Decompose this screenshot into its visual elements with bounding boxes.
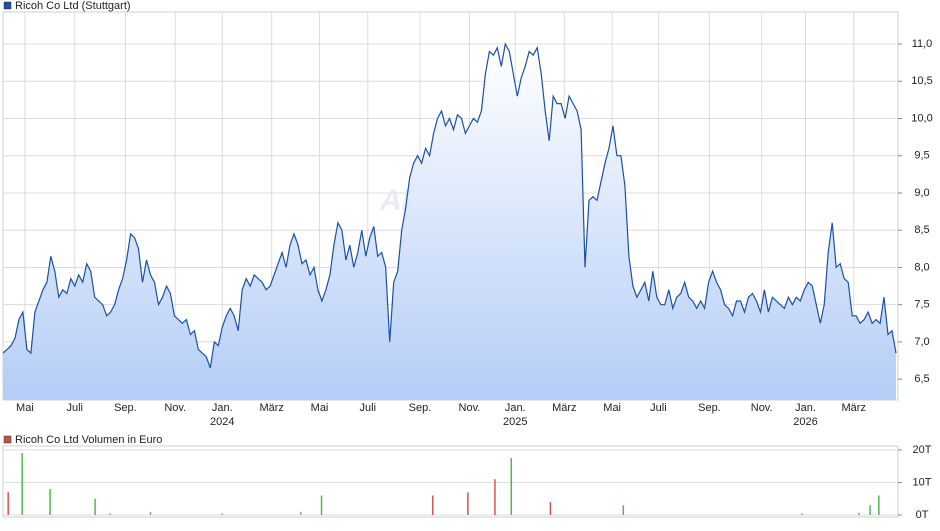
price-line (2, 42, 897, 369)
x-tick-label: Sep. (114, 402, 137, 414)
x-tick-label: Juli (67, 402, 84, 414)
y-tick-label: 6,5 (914, 373, 929, 385)
legend-swatch (3, 1, 12, 10)
y-tick-label: 10T (913, 476, 932, 488)
volume-bar (320, 495, 323, 516)
x-tick-label: Jan. (795, 402, 816, 414)
x-tick-label: Nov. (459, 402, 481, 414)
y-tick-label: 7,5 (914, 299, 929, 311)
x-year-label: 2025 (503, 416, 527, 428)
x-tick-label: März (552, 402, 576, 414)
y-tick-label: 9,0 (914, 187, 929, 199)
volume-bar (549, 502, 552, 516)
y-tick-label: 10,5 (911, 75, 932, 87)
price-area (3, 44, 897, 400)
x-tick-label: Mai (311, 402, 329, 414)
plot-frame (2, 445, 899, 518)
x-year-label: 2024 (210, 416, 234, 428)
x-year-label: 2026 (793, 416, 817, 428)
x-tick-label: Mai (603, 402, 621, 414)
y-tick-label: 11,0 (912, 38, 933, 50)
x-tick-label: Jan. (505, 402, 526, 414)
legend-label: Ricoh Co Ltd Volumen in Euro (15, 434, 162, 446)
x-tick-label: Nov. (164, 402, 186, 414)
volume-bar (510, 458, 513, 516)
volume-bar (467, 492, 469, 516)
y-tick-label: 20T (913, 444, 932, 456)
volume-bar (432, 495, 434, 516)
volume-bar (801, 513, 803, 516)
x-tick-label: Sep. (409, 402, 432, 414)
y-tick-label: 9,5 (914, 150, 929, 162)
legend-swatch (3, 435, 12, 444)
volume-bar (869, 505, 871, 516)
volume-bar (109, 513, 111, 516)
x-tick-label: März (259, 402, 283, 414)
legend-label: Ricoh Co Ltd (Stuttgart) (15, 0, 131, 12)
volume-bar (94, 498, 96, 516)
x-tick-label: Juli (650, 402, 667, 414)
y-tick-label: 8,5 (914, 224, 929, 236)
volume-bar (7, 492, 9, 516)
volume-bar (21, 453, 23, 516)
volume-bar (622, 505, 625, 516)
x-tick-label: März (842, 402, 866, 414)
volume-bar (494, 479, 496, 516)
volume-bar (221, 513, 224, 516)
x-tick-label: Jan. (212, 402, 233, 414)
y-tick-label: 8,0 (914, 261, 929, 273)
x-tick-label: Sep. (698, 402, 721, 414)
y-tick-label: 7,0 (914, 336, 929, 348)
volume-bar (858, 512, 860, 516)
y-tick-label: 10,0 (911, 112, 932, 124)
volume-bar (878, 495, 880, 516)
y-tick-label: 0T (916, 509, 929, 521)
volume-bar (300, 511, 302, 516)
x-tick-label: Juli (360, 402, 377, 414)
volume-bar (149, 511, 152, 516)
x-tick-label: Mai (16, 402, 34, 414)
volume-bar (49, 488, 51, 516)
x-tick-label: Nov. (751, 402, 773, 414)
